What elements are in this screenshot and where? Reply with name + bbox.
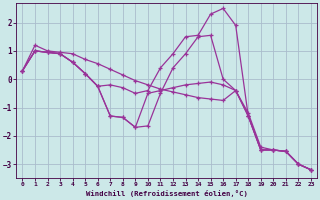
X-axis label: Windchill (Refroidissement éolien,°C): Windchill (Refroidissement éolien,°C)	[86, 190, 248, 197]
